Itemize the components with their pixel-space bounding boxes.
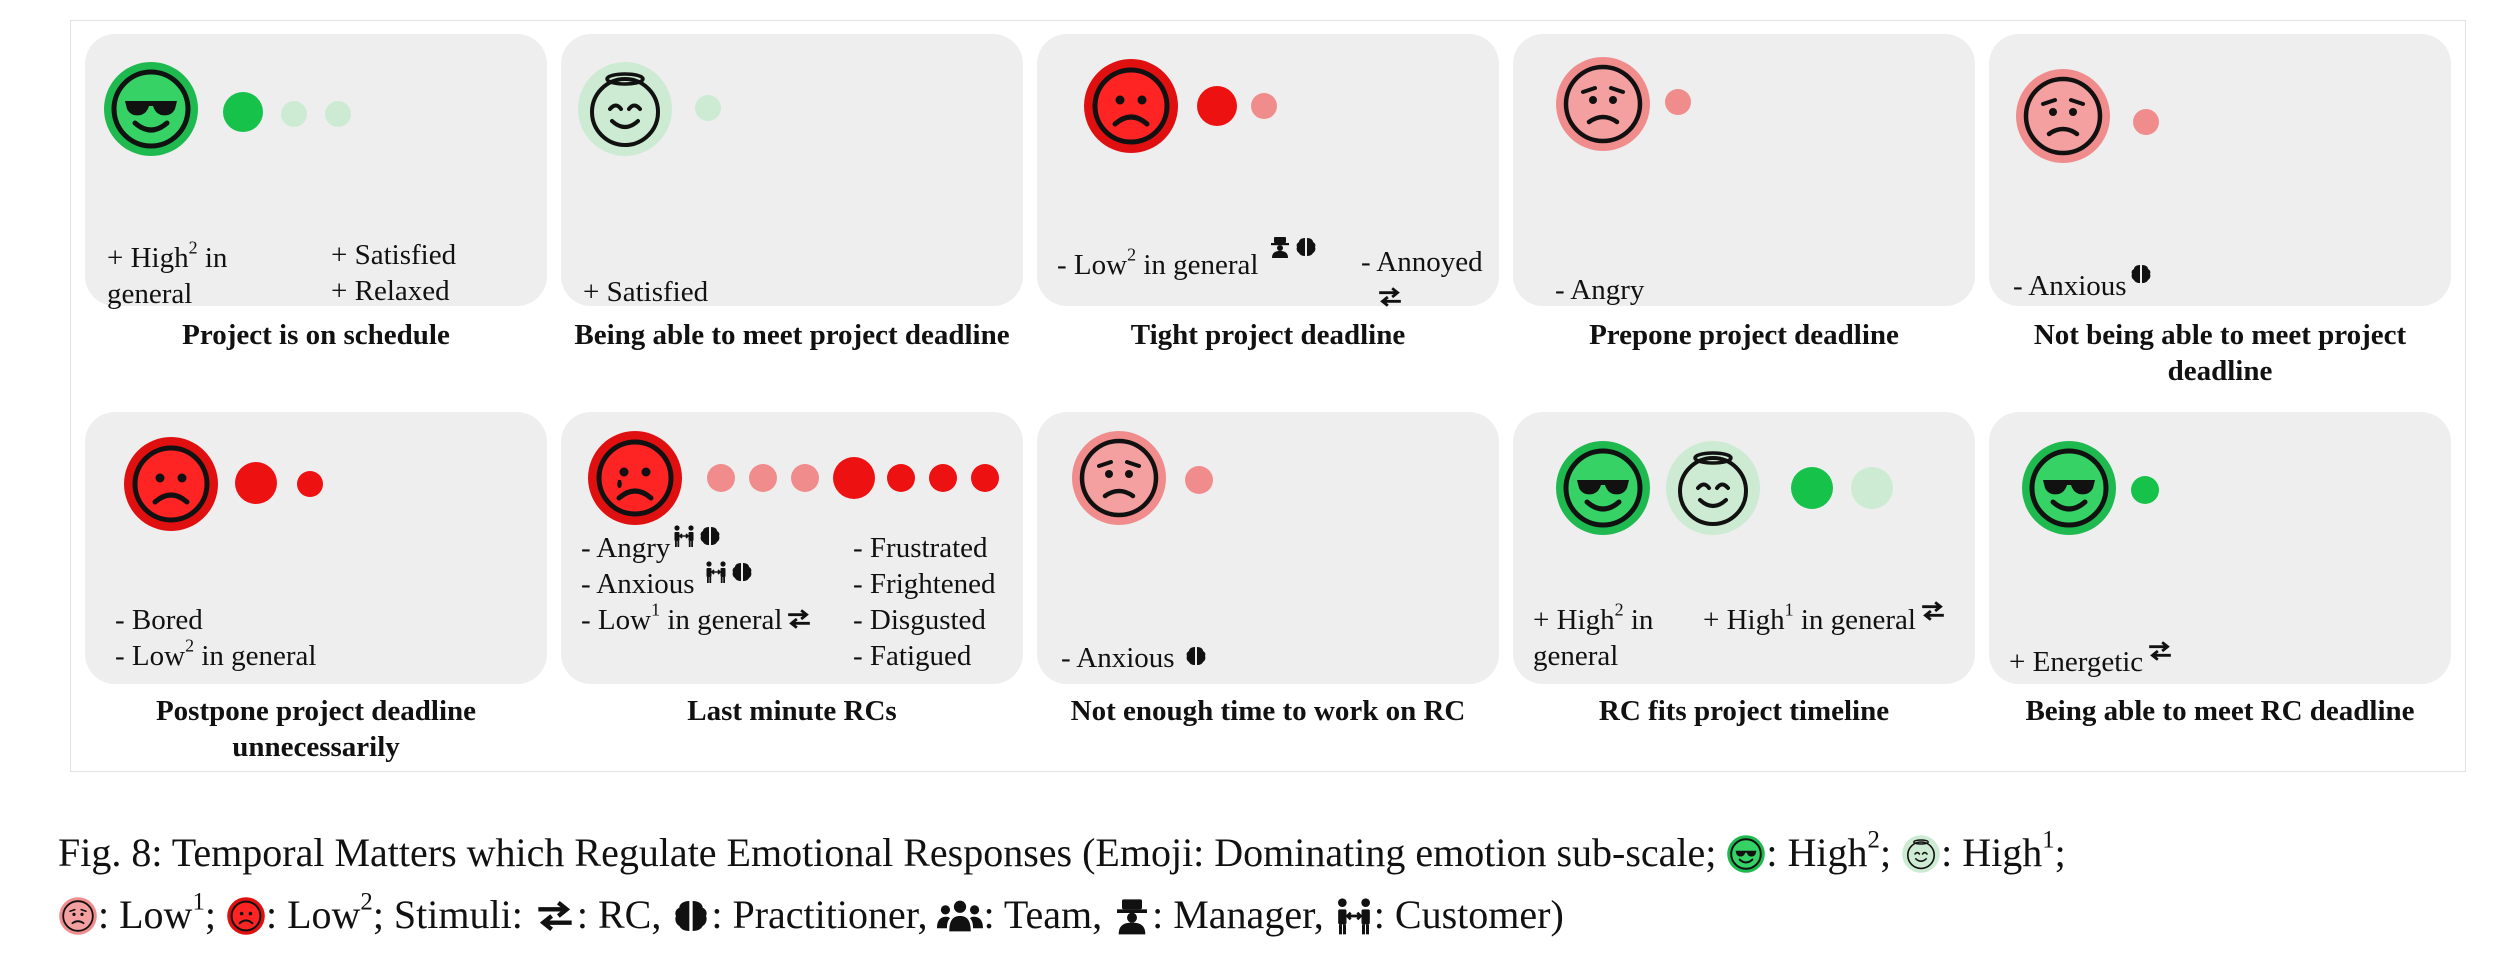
high1-halo-face-icon (1901, 834, 1941, 874)
card-text: - Bored - Low2 in general (115, 604, 317, 672)
low1-worried-face-icon (1553, 54, 1653, 154)
rc-arrows-icon (1918, 598, 1948, 624)
card-meet-project-deadline: + Satisfied (561, 34, 1023, 308)
card-title: Postpone project deadline unnecessarily (155, 695, 477, 763)
intensity-dot (1665, 89, 1691, 115)
customer-icon (1334, 896, 1374, 936)
practitioner-brain-icon (698, 524, 722, 548)
card-text: - Anxious (2013, 268, 2153, 304)
intensity-dot (223, 92, 263, 132)
intensity-dot (235, 462, 277, 504)
card-title: Tight project deadline (1130, 319, 1406, 351)
high2-cool-face-icon (2019, 438, 2119, 538)
intensity-dot (695, 95, 721, 121)
practitioner-brain-icon (1184, 644, 1208, 668)
card-text-left: + High2 in general (107, 237, 228, 310)
intensity-dot (1791, 467, 1833, 509)
practitioner-brain-icon (730, 560, 754, 584)
figure-caption: Fig. 8: Temporal Matters which Regulate … (58, 826, 2066, 937)
practitioner-brain-icon (1294, 235, 1318, 259)
card-tight-project-deadline: - Low2 in general - Annoyed (1037, 34, 1499, 306)
intensity-dot (887, 464, 915, 492)
intensity-dot (833, 457, 875, 499)
high1-halo-face-icon (575, 59, 675, 159)
intensity-dot (2131, 476, 2159, 504)
low1-worried-face-icon (58, 896, 98, 936)
card-text: + Satisfied (583, 276, 709, 308)
customer-icon (704, 560, 728, 584)
rc-arrows-icon (2145, 638, 2175, 664)
card-project-on-schedule: + High2 in general + Satisfied + Relaxed (85, 34, 547, 310)
card-text: - Angry (1555, 274, 1645, 306)
intensity-dot (749, 464, 777, 492)
intensity-dot (971, 464, 999, 492)
card-rc-fits-timeline: + High2 in general + High1 in general (1513, 412, 1975, 684)
high2-cool-face-icon (1726, 834, 1766, 874)
intensity-dot (1185, 466, 1213, 494)
high2-cool-face-icon (1553, 438, 1653, 538)
practitioner-brain-icon (2129, 262, 2153, 286)
card-title: Prepone project deadline (1589, 319, 1899, 351)
card-text-right: - Annoyed (1361, 244, 1483, 316)
practitioner-brain-icon (671, 896, 711, 936)
figure-panel: + High2 in general + Satisfied + Relaxed … (70, 20, 2466, 772)
card-text-right: + High1 in general (1703, 601, 1948, 638)
card-title: Not enough time to work on RC (1070, 695, 1466, 727)
manager-icon (1112, 896, 1152, 936)
card-title: Being able to meet project deadline (574, 319, 1010, 351)
intensity-dot (707, 464, 735, 492)
rc-arrows-icon (784, 606, 814, 632)
low2-frown-face-icon (121, 434, 221, 534)
card-text-left: - Angry - Anxious - Low1 in general (581, 530, 814, 638)
intensity-dot (2133, 109, 2159, 135)
card-title: Last minute RCs (687, 695, 897, 727)
card-not-enough-time-rc: - Anxious (1037, 412, 1499, 684)
intensity-dot (1197, 86, 1237, 126)
low1-worried-face-icon (2013, 66, 2113, 166)
card-postpone-unnecessarily: - Bored - Low2 in general (85, 412, 547, 684)
high2-cool-face-icon (101, 59, 201, 159)
customer-icon (672, 524, 696, 548)
card-text: + Energetic (2009, 644, 2175, 680)
card-title: Not being able to meet project deadline (2033, 319, 2407, 387)
low1-worried-face-icon (1069, 428, 1169, 528)
intensity-dot (929, 464, 957, 492)
card-title: RC fits project timeline (1598, 695, 1890, 727)
card-prepone-project-deadline: - Angry (1513, 34, 1975, 306)
card-title: Project is on schedule (182, 319, 450, 351)
low2-frown-face-icon (1081, 56, 1181, 156)
intensity-dot (281, 101, 307, 127)
card-title: Being able to meet RC deadline (2025, 695, 2415, 727)
low2-crying-face-icon (585, 428, 685, 528)
intensity-dot (1851, 467, 1893, 509)
card-text-left: + High2 in general (1533, 599, 1654, 672)
rc-arrows-icon (533, 896, 577, 936)
card-meet-rc-deadline: + Energetic (1989, 412, 2451, 684)
card-not-meet-project-deadline: - Anxious (1989, 34, 2451, 306)
rc-arrows-icon (1375, 284, 1405, 310)
intensity-dot (1251, 93, 1277, 119)
intensity-dot (325, 101, 351, 127)
card-text-right: - Frustrated - Frightened - Disgusted - … (853, 532, 996, 672)
card-text: - Anxious (1061, 640, 1208, 676)
card-text-right: + Satisfied + Relaxed (331, 239, 457, 307)
intensity-dot (297, 471, 323, 497)
manager-icon (1268, 235, 1292, 259)
card-last-minute-rcs: - Angry - Anxious - Low1 in general - Fr… (561, 412, 1023, 684)
card-text-left: - Low2 in general (1057, 247, 1318, 283)
high1-halo-face-icon (1663, 438, 1763, 538)
intensity-dot (791, 464, 819, 492)
team-icon (937, 896, 983, 936)
low2-frown-face-icon (226, 896, 266, 936)
